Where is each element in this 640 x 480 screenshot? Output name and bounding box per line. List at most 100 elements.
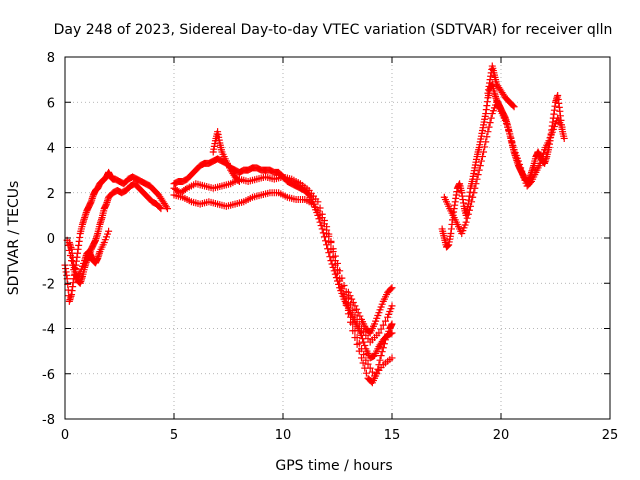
data-point	[509, 102, 517, 110]
data-point	[374, 365, 382, 373]
data-point	[381, 317, 389, 325]
data-point	[388, 302, 396, 310]
data-point	[66, 252, 74, 260]
data-point	[462, 218, 470, 226]
data-point	[359, 359, 367, 367]
data-point	[348, 295, 356, 303]
data-point	[373, 370, 381, 378]
data-point	[317, 222, 325, 230]
chart-title: Day 248 of 2023, Sidereal Day-to-day VTE…	[54, 22, 613, 38]
data-point	[538, 153, 546, 161]
data-point	[347, 318, 355, 326]
data-point	[510, 103, 518, 111]
data-point	[342, 301, 350, 309]
data-point	[537, 156, 545, 164]
data-point	[69, 261, 77, 269]
data-point	[481, 143, 489, 151]
data-point	[540, 149, 548, 157]
data-point	[331, 261, 339, 269]
data-point	[465, 206, 473, 214]
data-point	[315, 215, 323, 223]
data-point	[70, 266, 78, 274]
data-point	[483, 133, 491, 141]
data-point	[466, 202, 474, 210]
data-point	[351, 334, 359, 342]
y-tick-label: 8	[47, 51, 55, 66]
data-point	[162, 203, 170, 211]
y-tick-label: -8	[42, 413, 55, 428]
data-point	[501, 116, 509, 124]
data-point	[181, 185, 189, 193]
series-track-7	[323, 229, 396, 387]
y-tick-label: 6	[47, 96, 55, 111]
data-point	[377, 325, 385, 333]
data-point	[376, 356, 384, 364]
data-point	[486, 119, 494, 127]
data-point	[351, 302, 359, 310]
data-point	[361, 341, 369, 349]
data-point	[558, 123, 566, 131]
grid-lines	[65, 57, 610, 419]
data-point	[64, 241, 72, 249]
data-point	[487, 114, 495, 122]
data-point	[388, 329, 396, 337]
data-point	[509, 142, 517, 150]
data-point	[517, 164, 525, 172]
data-point	[478, 153, 486, 161]
data-point	[327, 245, 335, 253]
series-track-1	[61, 168, 171, 305]
data-point	[379, 321, 387, 329]
axis-ticks: 0 5 10 15 20 25 -8 -6 -4 -2 0 2 4 6 8	[42, 51, 618, 443]
series-track-3	[63, 227, 113, 283]
data-point	[505, 127, 513, 135]
data-point	[336, 277, 344, 285]
data-point	[368, 368, 376, 376]
data-point	[346, 292, 354, 300]
data-point	[356, 312, 364, 320]
data-point	[364, 360, 372, 368]
y-tick-label: 0	[47, 232, 55, 247]
data-point	[477, 157, 485, 165]
x-tick-label: 5	[170, 428, 178, 443]
data-point	[362, 369, 370, 377]
data-point	[502, 120, 510, 128]
x-tick-label: 10	[275, 428, 292, 443]
data-marks	[61, 62, 568, 387]
data-point	[329, 253, 337, 261]
data-point	[354, 309, 362, 317]
data-point	[471, 184, 479, 192]
data-point	[344, 310, 352, 318]
data-point	[318, 214, 326, 222]
data-point	[508, 138, 516, 146]
data-point	[235, 177, 243, 185]
data-point	[474, 171, 482, 179]
data-point	[484, 128, 492, 136]
data-point	[464, 210, 472, 218]
data-point	[536, 159, 544, 167]
y-tick-label: 2	[47, 187, 55, 202]
series-track-8	[344, 284, 396, 337]
data-point	[325, 237, 333, 245]
data-point	[334, 269, 341, 277]
series-track-12	[484, 62, 518, 111]
y-tick-label: -2	[42, 277, 55, 292]
data-point	[323, 229, 331, 237]
series-track-11	[440, 98, 566, 237]
data-point	[68, 257, 76, 265]
data-point	[353, 305, 361, 313]
data-point	[338, 285, 346, 293]
x-tick-label: 20	[493, 428, 510, 443]
data-point	[75, 270, 83, 278]
data-point	[482, 138, 490, 146]
data-point	[470, 189, 478, 197]
data-point	[318, 225, 326, 233]
data-point	[357, 354, 365, 362]
data-point	[473, 175, 481, 183]
data-point	[156, 203, 164, 211]
data-point	[514, 157, 522, 165]
data-point	[316, 218, 324, 226]
data-point	[475, 166, 483, 174]
data-point	[387, 285, 395, 293]
data-point	[388, 354, 396, 362]
